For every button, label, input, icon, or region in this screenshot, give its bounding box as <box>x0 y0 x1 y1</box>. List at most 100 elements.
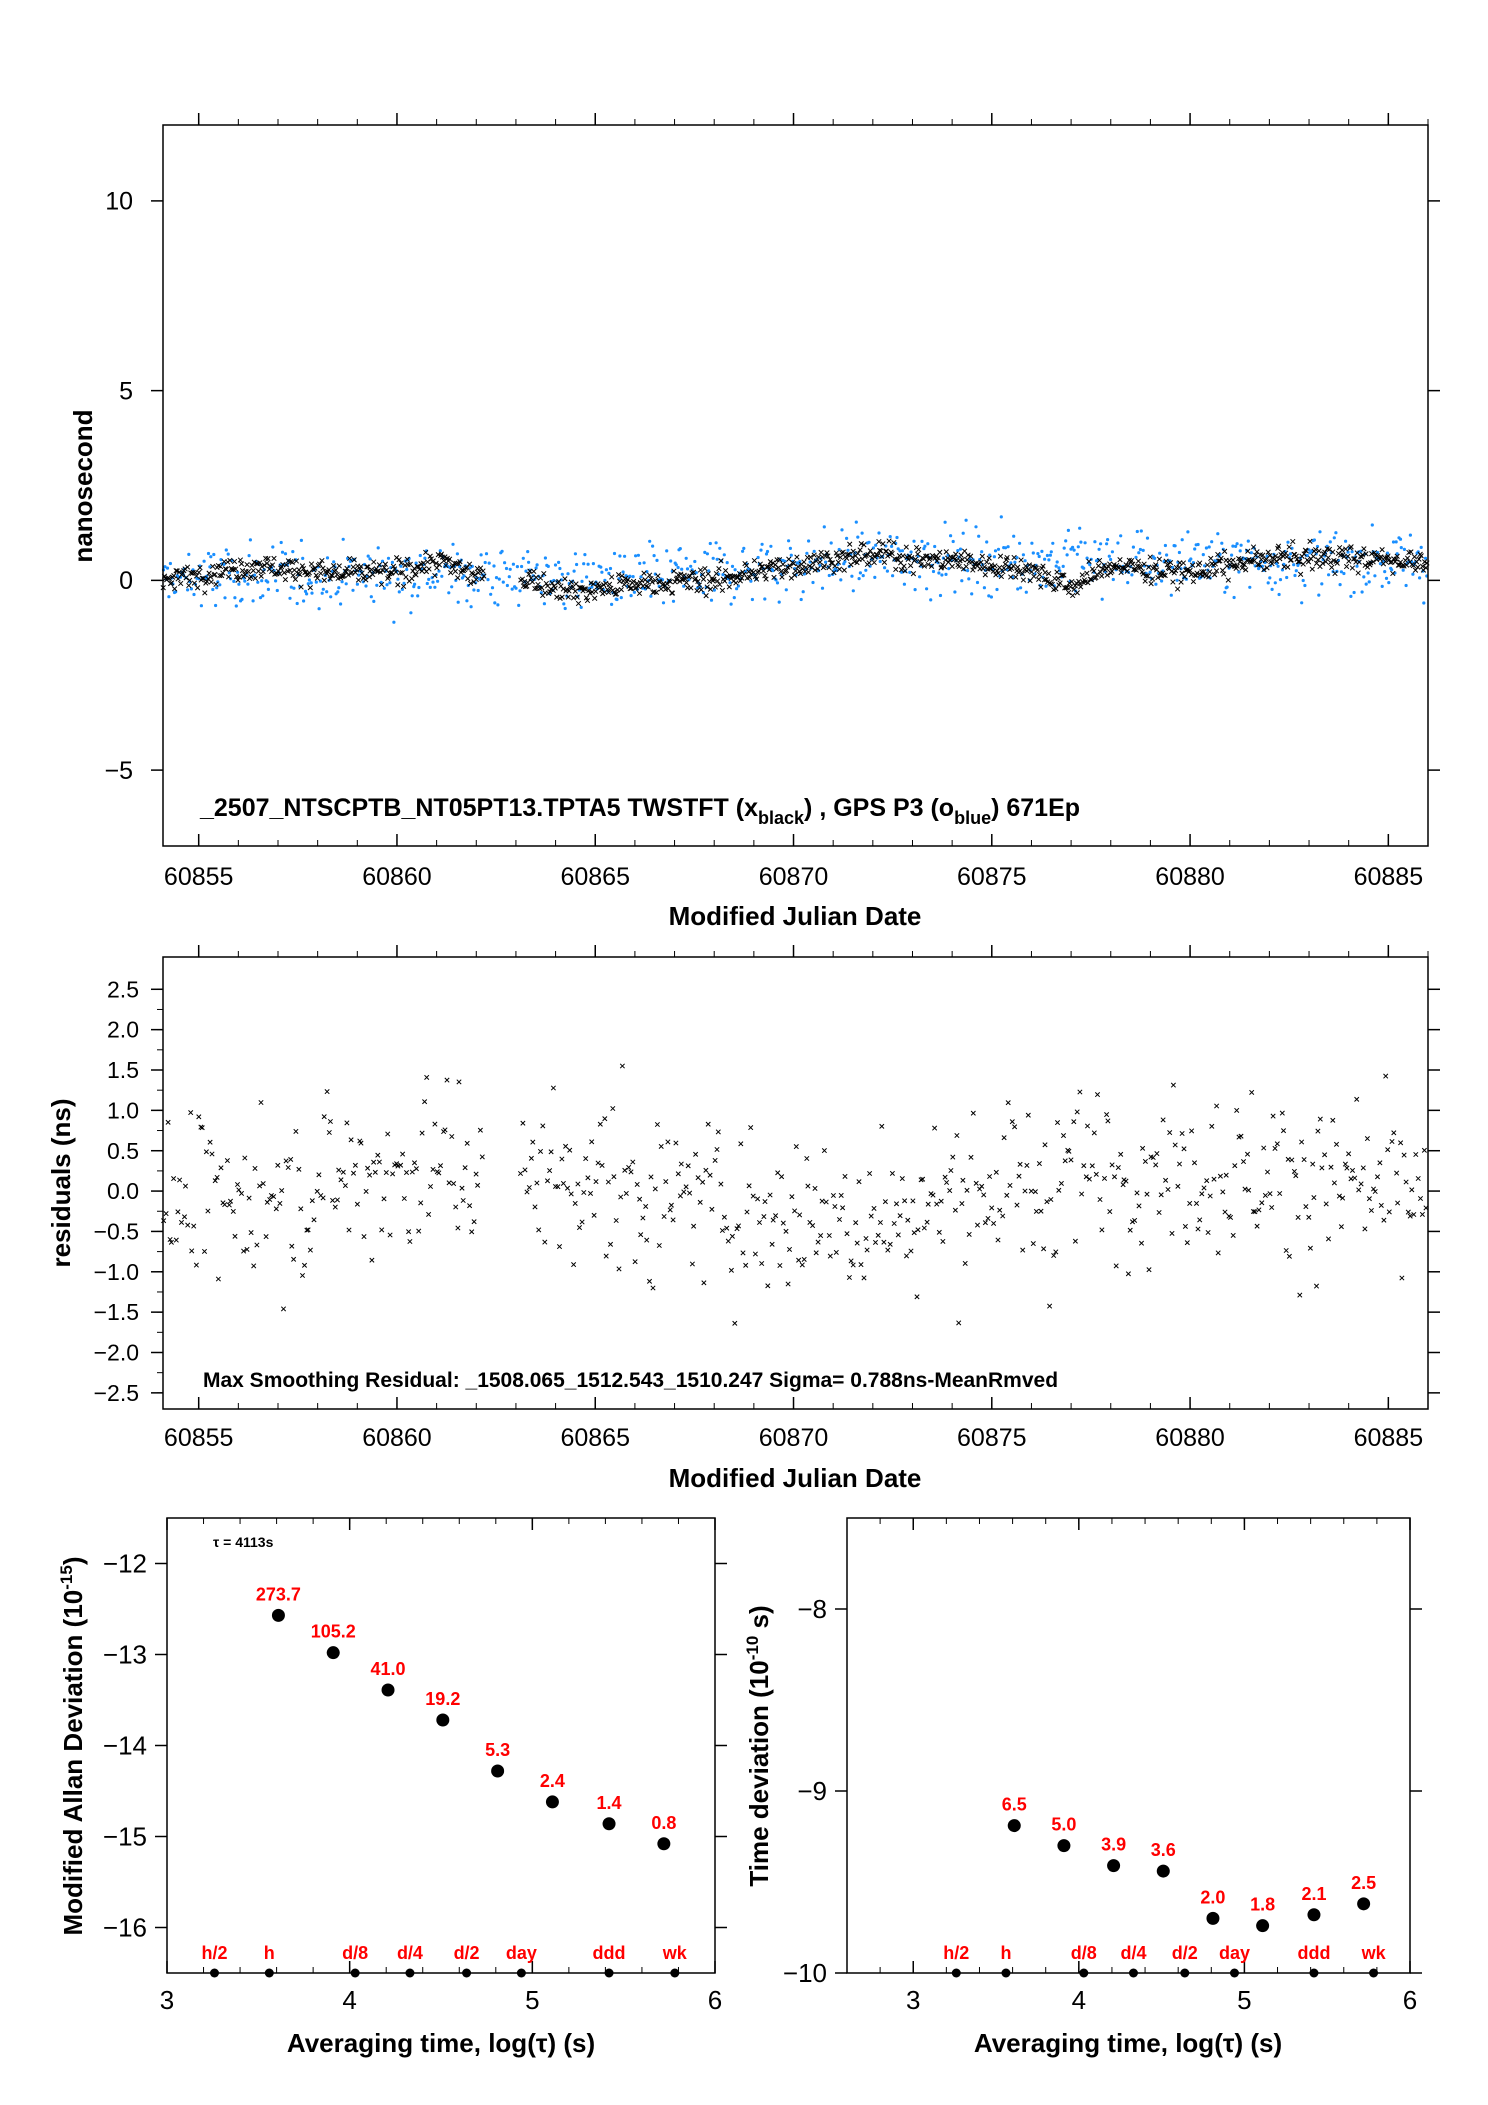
twstft-point <box>549 580 555 586</box>
twstft-point <box>252 575 258 581</box>
residual-point <box>1016 1173 1022 1179</box>
residual-point <box>744 1209 750 1215</box>
residual-point <box>1405 1209 1411 1215</box>
marker-label: ddd <box>1297 1943 1330 1963</box>
gps-point <box>283 552 288 556</box>
gps-point <box>1049 550 1053 554</box>
twstft-point <box>420 560 427 566</box>
residual-point <box>254 1242 260 1248</box>
twstft-point <box>1019 571 1026 577</box>
residual-point <box>921 1225 927 1231</box>
twstft-point <box>912 556 919 562</box>
gps-point <box>1293 573 1297 578</box>
gps-point <box>1216 532 1220 536</box>
residual-point <box>409 1169 415 1175</box>
y-tick-label: −16 <box>103 1913 147 1943</box>
x-tick-label: 60865 <box>560 1424 630 1452</box>
twstft-point <box>1015 564 1021 570</box>
twstft-point <box>1241 562 1248 568</box>
twstft-point <box>1146 564 1152 570</box>
residual-point <box>863 1235 869 1242</box>
gps-point <box>1234 544 1238 549</box>
gps-point <box>1411 572 1415 576</box>
twstft-point <box>810 560 816 566</box>
residual-point <box>575 1181 581 1187</box>
residual-point <box>226 1202 232 1208</box>
gps-point <box>1024 590 1028 594</box>
residual-point <box>940 1238 946 1244</box>
residual-point <box>854 1240 860 1246</box>
residual-point <box>1215 1250 1221 1256</box>
residual-point <box>779 1174 785 1180</box>
twstft-point <box>1141 561 1147 567</box>
residual-point <box>346 1227 352 1233</box>
twstft-point <box>465 576 471 582</box>
twstft-point <box>609 574 615 580</box>
twstft-point <box>855 550 861 557</box>
gps-point <box>288 596 292 600</box>
gps-point <box>437 569 441 573</box>
residual-point <box>1109 1162 1115 1168</box>
x-tick-label: 60880 <box>1155 1424 1225 1452</box>
twstft-point <box>697 567 704 573</box>
gps-point <box>860 531 864 535</box>
point-value-label: 19.2 <box>425 1689 460 1709</box>
gps-point <box>1312 538 1316 542</box>
gps-point <box>1037 554 1041 559</box>
residual-point <box>189 1248 195 1254</box>
twstft-point <box>941 564 948 570</box>
twstft-point <box>803 564 809 571</box>
gps-point <box>888 535 892 539</box>
residual-point <box>1244 1151 1251 1157</box>
twstft-point <box>967 553 974 559</box>
residual-point <box>1372 1188 1378 1195</box>
residual-point <box>1140 1145 1146 1151</box>
twstft-point <box>1221 571 1227 577</box>
residual-point <box>593 1179 599 1185</box>
twstft-point <box>767 559 774 565</box>
tdev-points: 6.55.03.9 3.62.0 1.82.12.5h/2 h d/8 d/4 d/2 day… <box>943 1795 1387 1978</box>
twstft-point <box>1261 566 1267 573</box>
twstft-point <box>801 559 807 565</box>
twstft-point <box>1269 561 1275 567</box>
residual-point <box>1176 1161 1183 1167</box>
tdev-xlabel: Averaging time, log(τ) (s) <box>974 2028 1282 2058</box>
twstft-point <box>825 553 831 559</box>
residual-point <box>644 1237 650 1243</box>
twstft-point <box>778 568 784 575</box>
gps-point <box>496 603 500 607</box>
twstft-point <box>1054 569 1060 575</box>
twstft-point <box>1182 574 1188 580</box>
twstft-point <box>321 577 327 583</box>
deviation-point <box>1206 1911 1220 1925</box>
twstft-point <box>1393 556 1399 562</box>
residual-point <box>413 1166 419 1172</box>
residual-point <box>948 1167 954 1174</box>
gps-point <box>1342 571 1346 576</box>
residual-point <box>902 1198 908 1204</box>
twstft-point <box>450 562 456 569</box>
residual-point <box>446 1180 452 1186</box>
twstft-point <box>249 562 255 569</box>
twstft-point <box>831 569 837 576</box>
gps-point <box>260 579 264 583</box>
twstft-point <box>186 582 192 589</box>
residual-point <box>469 1229 475 1235</box>
twstft-point <box>1170 579 1176 585</box>
residual-point <box>1370 1186 1377 1192</box>
residual-point <box>812 1185 818 1191</box>
gps-point <box>759 548 763 552</box>
twstft-point <box>1221 548 1228 554</box>
twstft-point <box>953 551 959 557</box>
top-panel: 60855 60860 60865 60870 60875 60880 608851050−… <box>68 113 1440 931</box>
residual-point <box>668 1202 674 1208</box>
twstft-point <box>984 559 990 565</box>
x-tick-label: 60855 <box>164 863 234 891</box>
gps-point <box>718 546 722 550</box>
gps-point <box>505 583 509 588</box>
residual-point <box>1024 1162 1030 1168</box>
gps-point <box>397 590 401 594</box>
residual-point <box>1042 1142 1048 1148</box>
twstft-point <box>559 594 565 600</box>
twstft-point <box>180 570 186 576</box>
